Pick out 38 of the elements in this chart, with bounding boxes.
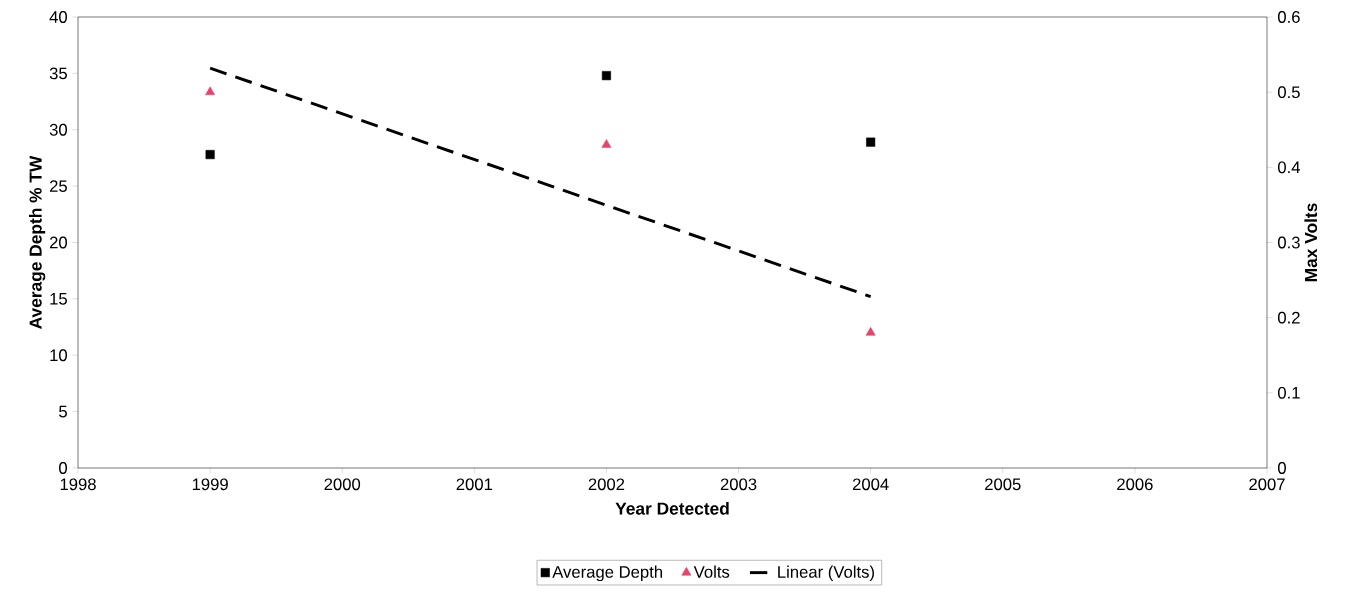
y2-tick-label: 0.4 [1277,161,1301,174]
point [601,71,611,81]
y2-tick-label: 0.3 [1277,236,1300,249]
x-tick-label: 1999 [192,478,228,491]
y2-tick-label: 0 [1277,462,1286,474]
x-tick-label: 2001 [456,478,493,491]
x-tick-label: 2003 [720,478,757,491]
y-tick-label: 40 [49,11,68,23]
x-tick-label: 1998 [60,478,96,491]
y-tick-label: 15 [50,293,67,305]
y2-tick-label: 0.5 [1277,86,1300,99]
x-axis-title: Year Detected [615,502,729,515]
point [205,150,215,160]
y2-axis-title: Max Volts [1304,203,1318,282]
y-tick-label: 0 [59,462,68,474]
point [866,137,876,147]
y-tick-label: 20 [49,236,68,249]
y2-tick-label: 0.1 [1277,386,1300,399]
x-tick-label: 2000 [324,478,361,491]
y2-tick-label: 0.2 [1277,311,1300,324]
x-tick-label: 2005 [985,478,1021,491]
y-tick-label: 35 [49,67,67,80]
x-tick-label: 2004 [852,478,889,491]
y-tick-label: 10 [50,349,68,362]
y-tick-label: 5 [59,405,67,418]
legend-label: Average Depth [552,565,662,582]
y2-tick-label: 0.6 [1277,11,1300,23]
x-tick-label: 2006 [1117,478,1153,491]
legend-label: Linear (Volts) [778,565,874,582]
legend-label: Volts [693,565,730,578]
point [865,327,876,336]
y-tick-label: 30 [49,123,68,136]
y-tick-label: 25 [49,180,67,193]
y-axis-title: Average Depth % TW [29,155,46,329]
point [601,139,612,148]
x-tick-label: 2002 [588,478,625,491]
point [205,86,216,96]
x-tick-label: 2007 [1249,478,1285,491]
